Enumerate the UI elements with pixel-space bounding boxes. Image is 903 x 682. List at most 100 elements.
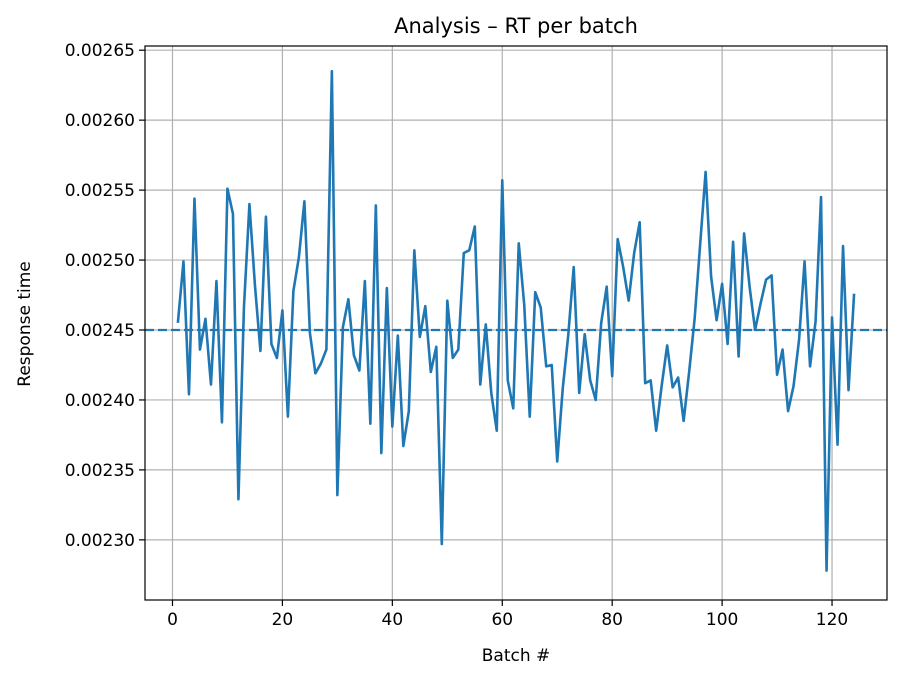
data-point xyxy=(711,276,712,277)
data-point xyxy=(425,306,426,307)
data-point xyxy=(205,318,206,319)
data-point xyxy=(749,286,750,287)
x-tick-label: 100 xyxy=(706,610,738,630)
data-point xyxy=(782,349,783,350)
data-point xyxy=(309,332,310,333)
data-point xyxy=(392,426,393,427)
data-point xyxy=(188,394,189,395)
x-tick-label: 0 xyxy=(167,610,178,630)
data-point xyxy=(320,363,321,364)
data-point xyxy=(787,411,788,412)
data-point xyxy=(656,430,657,431)
data-point xyxy=(458,349,459,350)
data-point xyxy=(403,446,404,447)
chart-title: Analysis – RT per batch xyxy=(394,14,638,38)
data-point xyxy=(265,216,266,217)
plot-frame xyxy=(144,45,888,601)
data-point xyxy=(469,250,470,251)
data-point xyxy=(397,335,398,336)
data-point xyxy=(562,388,563,389)
data-point xyxy=(815,321,816,322)
data-point xyxy=(298,257,299,258)
data-point xyxy=(765,279,766,280)
data-point xyxy=(337,494,338,495)
data-point xyxy=(496,430,497,431)
data-point xyxy=(529,416,530,417)
data-point xyxy=(282,310,283,311)
data-point xyxy=(287,416,288,417)
data-point xyxy=(595,399,596,400)
y-tick-label: 0.00255 xyxy=(65,181,135,201)
data-point xyxy=(326,349,327,350)
y-tick-label: 0.00230 xyxy=(65,531,135,551)
data-point xyxy=(700,244,701,245)
data-point xyxy=(227,188,228,189)
data-point xyxy=(507,380,508,381)
data-point xyxy=(842,245,843,246)
data-point xyxy=(645,383,646,384)
data-point xyxy=(634,252,635,253)
data-point xyxy=(342,327,343,328)
data-point xyxy=(254,285,255,286)
y-tick-label: 0.00240 xyxy=(65,391,135,411)
data-point xyxy=(232,213,233,214)
data-point xyxy=(744,233,745,234)
data-point xyxy=(535,292,536,293)
data-point xyxy=(771,275,772,276)
data-point xyxy=(485,324,486,325)
data-point xyxy=(705,171,706,172)
data-point xyxy=(243,307,244,308)
data-point xyxy=(199,349,200,350)
data-point xyxy=(661,385,662,386)
data-point xyxy=(386,287,387,288)
data-point xyxy=(733,241,734,242)
data-point xyxy=(463,252,464,253)
y-tick-label: 0.00260 xyxy=(65,111,135,131)
data-point xyxy=(513,408,514,409)
data-point xyxy=(276,357,277,358)
data-point xyxy=(727,343,728,344)
data-point xyxy=(617,238,618,239)
data-point xyxy=(370,423,371,424)
data-point xyxy=(502,180,503,181)
data-point xyxy=(474,226,475,227)
data-point xyxy=(364,280,365,281)
data-point xyxy=(447,300,448,301)
y-tick-label: 0.00245 xyxy=(65,321,135,341)
data-point xyxy=(738,356,739,357)
data-point xyxy=(579,392,580,393)
y-tick-label: 0.00265 xyxy=(65,41,135,61)
series-layer xyxy=(176,69,856,572)
x-tick-label: 40 xyxy=(382,610,404,630)
data-point xyxy=(678,377,679,378)
data-point xyxy=(331,71,332,72)
data-point xyxy=(601,322,602,323)
x-tick-label: 120 xyxy=(816,610,848,630)
x-axis-ticks: 0 20 40 60 80 100 120 xyxy=(167,600,848,630)
x-tick-label: 60 xyxy=(491,610,513,630)
data-point xyxy=(672,387,673,388)
data-point xyxy=(776,374,777,375)
data-point xyxy=(551,364,552,365)
y-tick-label: 0.00235 xyxy=(65,461,135,481)
data-point xyxy=(573,266,574,267)
data-point xyxy=(491,392,492,393)
data-point xyxy=(194,198,195,199)
data-point xyxy=(524,304,525,305)
data-point xyxy=(650,380,651,381)
data-point xyxy=(271,343,272,344)
data-point xyxy=(216,280,217,281)
data-point xyxy=(414,250,415,251)
y-tick-label: 0.00250 xyxy=(65,251,135,271)
data-point xyxy=(375,205,376,206)
y-axis-label: Response time xyxy=(15,261,35,386)
data-point xyxy=(754,329,755,330)
data-point xyxy=(820,196,821,197)
data-point xyxy=(546,366,547,367)
data-point xyxy=(568,335,569,336)
data-point xyxy=(760,303,761,304)
data-point xyxy=(809,366,810,367)
data-point xyxy=(837,444,838,445)
data-point xyxy=(210,384,211,385)
